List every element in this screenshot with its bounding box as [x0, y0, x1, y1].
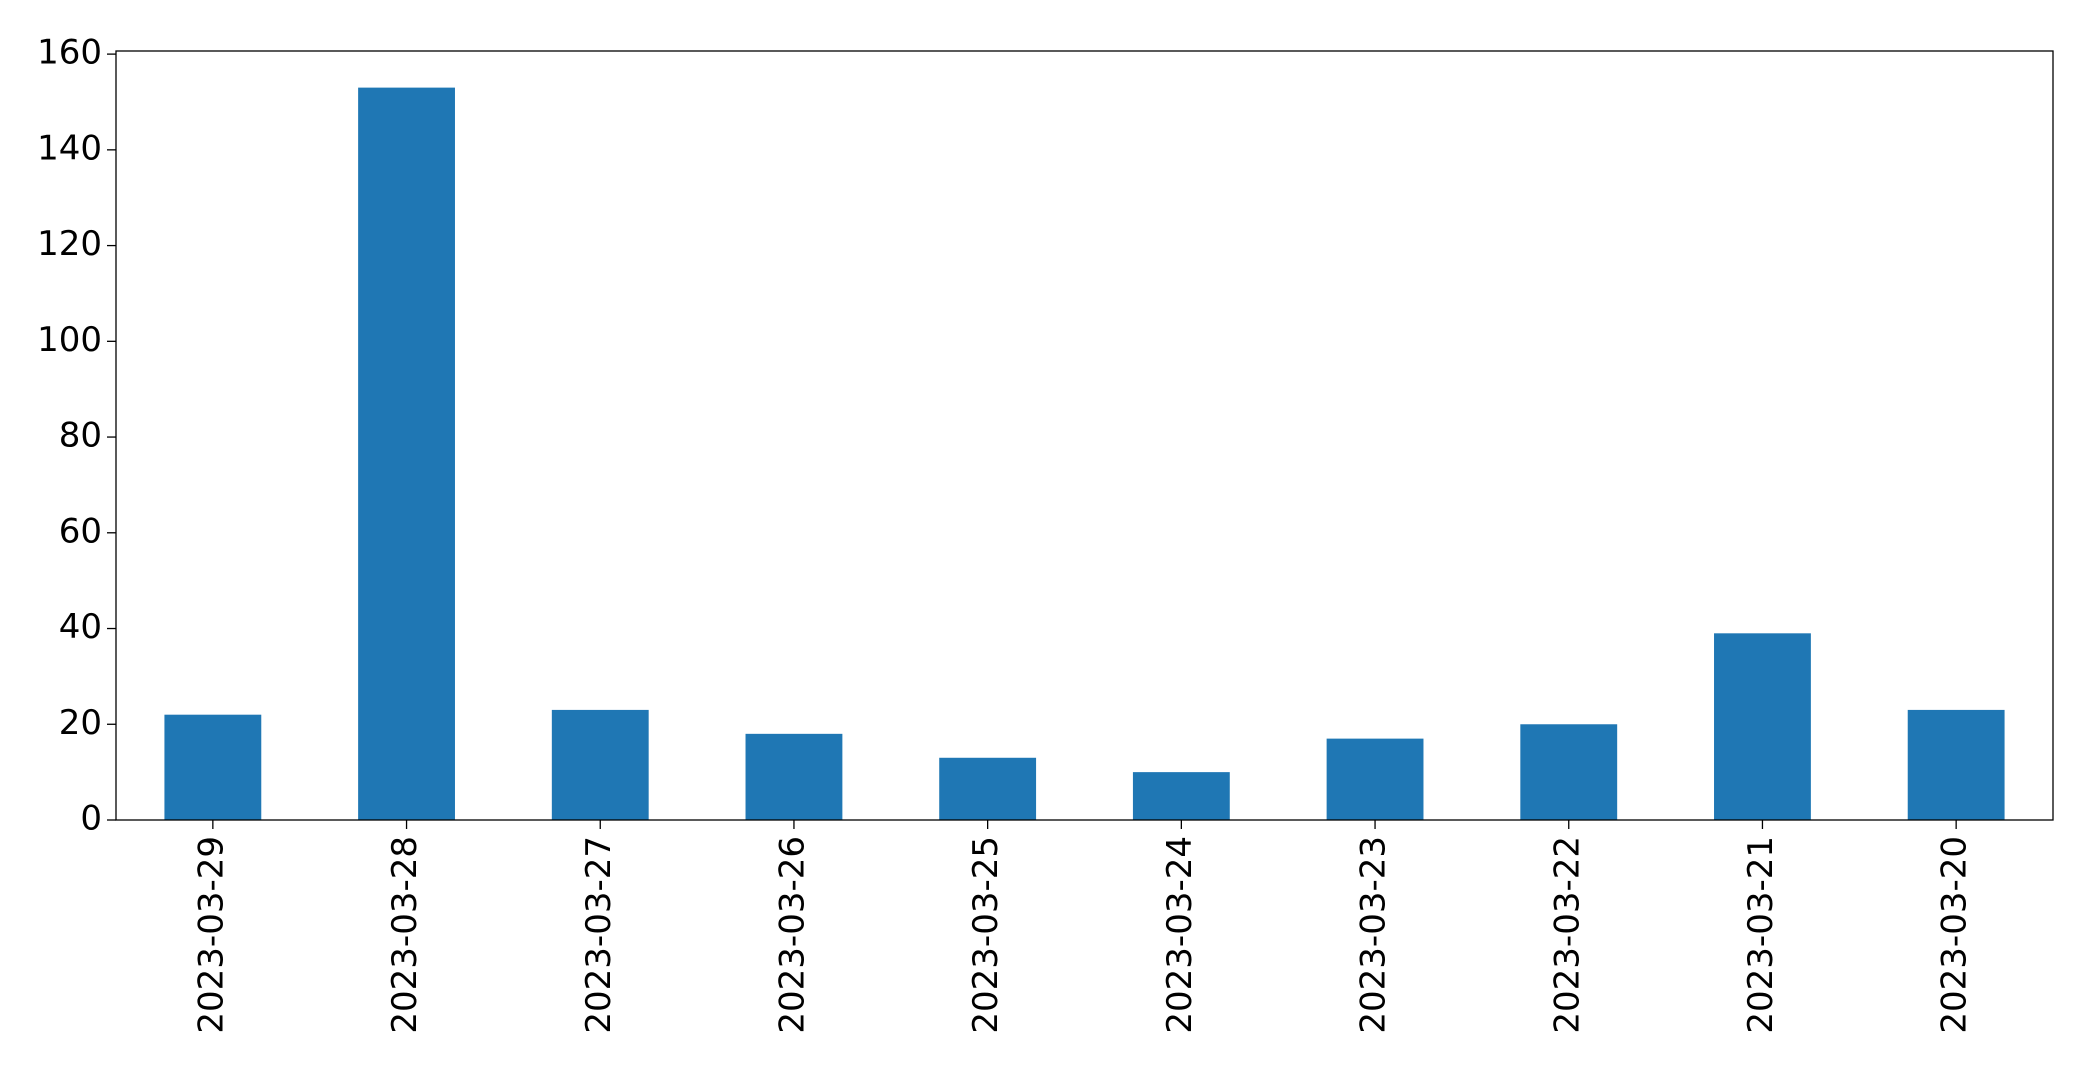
y-tick-label: 0 — [80, 799, 102, 839]
x-tick-label: 2023-03-27 — [579, 836, 619, 1034]
y-tick-label: 100 — [37, 320, 102, 360]
bar — [164, 714, 262, 820]
y-tick-label: 60 — [59, 511, 102, 551]
bar — [1326, 738, 1424, 820]
bar — [551, 709, 649, 820]
y-tick-label: 20 — [59, 703, 102, 743]
x-tick-label: 2023-03-23 — [1354, 836, 1394, 1034]
y-tick-label: 120 — [37, 224, 102, 264]
y-tick-label: 160 — [37, 33, 102, 73]
y-tick-label: 80 — [59, 416, 102, 456]
x-tick-label: 2023-03-28 — [385, 836, 425, 1034]
plot-frame — [115, 50, 2054, 821]
x-tick-label: 2023-03-25 — [966, 836, 1006, 1034]
x-tick-label: 2023-03-24 — [1160, 836, 1200, 1034]
bar — [1520, 724, 1618, 820]
x-tick-label: 2023-03-22 — [1547, 836, 1587, 1034]
x-tick-label: 2023-03-21 — [1741, 836, 1781, 1034]
bar — [745, 733, 843, 820]
bar — [1132, 772, 1230, 820]
bar — [358, 87, 455, 821]
x-tick-label: 2023-03-20 — [1935, 836, 1975, 1034]
x-tick-label: 2023-03-26 — [772, 836, 812, 1034]
y-tick-label: 40 — [59, 607, 102, 647]
x-tick-label: 2023-03-29 — [191, 836, 231, 1034]
y-tick-label: 140 — [37, 128, 102, 168]
bar — [939, 757, 1037, 820]
bar — [1907, 709, 2005, 820]
bar — [1714, 633, 1811, 820]
